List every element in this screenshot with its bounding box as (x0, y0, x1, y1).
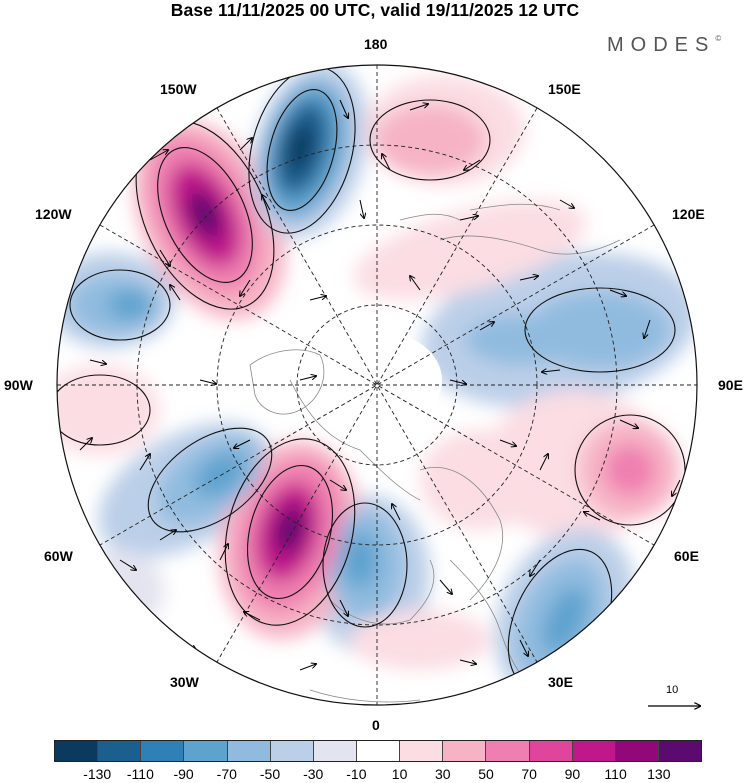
coastlines (249, 203, 621, 703)
colorbar-tick-label: 70 (521, 766, 537, 782)
colorbar-swatch (270, 741, 314, 761)
colorbar-swatch (98, 741, 142, 761)
brand-mark: © (715, 34, 722, 43)
colorbar-tick-label: 10 (391, 766, 408, 782)
colorbar-swatch (572, 741, 616, 761)
colorbar-tick-label: 30 (435, 766, 451, 782)
label-lon-120w: 120W (35, 206, 72, 222)
colorbar-tick-label: -90 (173, 766, 194, 782)
colorbar-swatch (184, 741, 228, 761)
colorbar-swatch (313, 741, 357, 761)
label-lon-0: 0 (372, 717, 380, 733)
map-border (56, 64, 698, 706)
label-lon-120e: 120E (672, 206, 705, 222)
colorbar-tick-label: 50 (478, 766, 494, 782)
colorbar-swatch (443, 741, 487, 761)
graticule (57, 65, 697, 705)
reference-vector-label: 10 (666, 684, 679, 696)
colorbar-swatch (141, 741, 185, 761)
colorbar-swatch (486, 741, 530, 761)
colorbar-tick-label: -30 (303, 766, 324, 782)
colorbar-tick-label: -110 (126, 766, 154, 782)
colorbar-tick-label: 110 (604, 766, 627, 782)
colorbar-tick-label: -130 (83, 766, 112, 782)
colorbar (54, 740, 702, 762)
colorbar-tick-label: -50 (259, 766, 281, 782)
colorbar-swatch (615, 741, 659, 761)
anomaly-field (57, 65, 697, 705)
colorbar-tick-label: 130 (647, 766, 671, 782)
colorbar-swatch (529, 741, 573, 761)
label-lon-30e: 30E (548, 674, 573, 690)
label-lon-90e: 90E (718, 377, 743, 393)
label-lon-180: 180 (364, 36, 388, 52)
wind-vectors (79, 99, 681, 681)
colorbar-swatch (356, 741, 401, 761)
page-title: Base 11/11/2025 00 UTC, valid 19/11/2025… (170, 0, 580, 20)
label-lon-60e: 60E (674, 548, 699, 564)
label-lon-90w: 90W (4, 377, 33, 393)
colorbar-swatch (400, 741, 444, 761)
label-lon-60w: 60W (44, 548, 73, 564)
colorbar-swatch (55, 741, 99, 761)
colorbar-tick-label: -10 (346, 766, 367, 782)
colorbar-tick-label: -70 (216, 766, 237, 782)
brand-logo: MODES© (607, 34, 721, 57)
label-lon-30w: 30W (170, 674, 199, 690)
colorbar-swatch (227, 741, 271, 761)
brand-text: MODES (607, 34, 716, 56)
label-lon-150e: 150E (548, 81, 581, 97)
label-lon-150w: 150W (160, 81, 197, 97)
colorbar-tick-label: 90 (564, 766, 581, 782)
colorbar-swatch (658, 741, 702, 761)
